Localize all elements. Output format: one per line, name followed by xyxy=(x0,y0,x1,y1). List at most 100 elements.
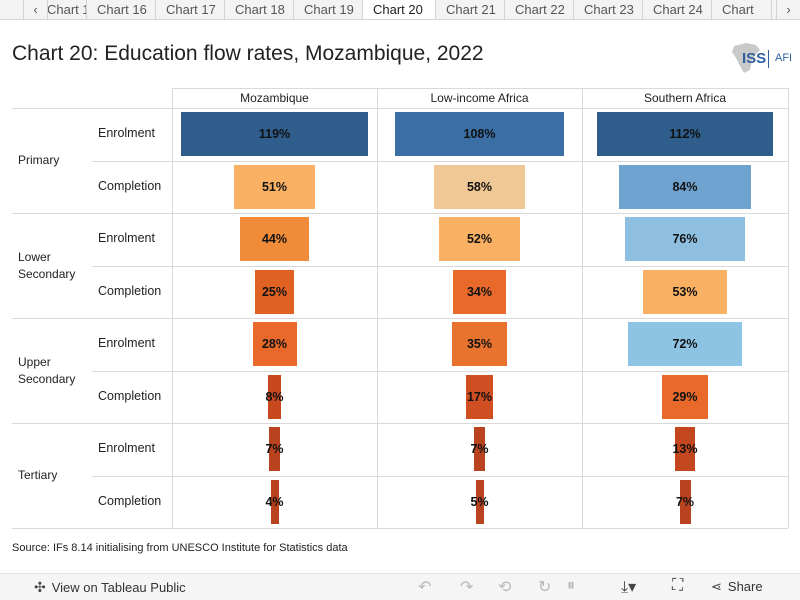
tableau-logo-icon: ✣ xyxy=(34,579,46,595)
pause-icon[interactable]: ⏸ xyxy=(567,577,576,594)
data-label: 112% xyxy=(669,127,701,142)
data-label: 25% xyxy=(261,284,288,299)
data-label: 7% xyxy=(470,442,489,457)
bar-mozambique-primary-completion[interactable] xyxy=(234,164,315,209)
grid-line-horizontal xyxy=(12,318,788,319)
iss-logo-text: ISS xyxy=(742,50,767,67)
data-label: 28% xyxy=(261,337,288,352)
page-title: Chart 20: Education flow rates, Mozambiq… xyxy=(12,42,484,65)
metric-label-completion: Completion xyxy=(98,493,162,508)
share-icon: ⋖ xyxy=(711,579,722,594)
bar-mozambique-tertiary-completion[interactable] xyxy=(270,479,279,524)
tab-chart[interactable]: Chart xyxy=(712,0,772,19)
bar-low-income-africa-upper-secondary-completion[interactable] xyxy=(466,374,493,419)
bar-mozambique-upper-secondary-enrolment[interactable] xyxy=(252,322,297,367)
data-label: 52% xyxy=(466,232,493,247)
column-header-low-income-africa: Low-income Africa xyxy=(430,91,529,105)
bar-mozambique-primary-enrolment[interactable] xyxy=(181,112,368,157)
tab-chart-23[interactable]: Chart 23 xyxy=(574,0,643,19)
data-label: 34% xyxy=(466,284,493,299)
data-label: 29% xyxy=(672,389,698,404)
grid-line-horizontal xyxy=(92,475,788,477)
bar-southern-africa-lower-secondary-completion[interactable] xyxy=(643,269,727,314)
metric-label-completion: Completion xyxy=(98,178,162,193)
bar-low-income-africa-upper-secondary-enrolment[interactable] xyxy=(452,322,507,367)
bar-low-income-africa-primary-completion[interactable] xyxy=(433,164,526,209)
bar-low-income-africa-lower-secondary-enrolment[interactable] xyxy=(438,217,521,262)
grid-line-vertical xyxy=(172,88,173,528)
tab-chart-16[interactable]: Chart 16 xyxy=(87,0,156,19)
grid-line-horizontal xyxy=(12,423,788,424)
tableau-toolbar: ✣ View on Tableau Public ↶ ↷ ⟲ ↻ ⏸ ⤓▾ ⛶ ⋖… xyxy=(0,573,800,600)
grid-line-horizontal xyxy=(12,213,788,214)
tab-chart-19[interactable]: Chart 19 xyxy=(294,0,363,19)
grid-line-horizontal xyxy=(92,265,788,267)
data-label: 35% xyxy=(466,337,493,352)
tab-chart-22[interactable]: Chart 22 xyxy=(505,0,574,19)
bar-mozambique-lower-secondary-completion[interactable] xyxy=(254,269,295,314)
metric-label-enrolment: Enrolment xyxy=(98,231,155,246)
data-label: 119% xyxy=(258,127,291,142)
view-on-tableau-public-button[interactable]: ✣ View on Tableau Public xyxy=(34,579,186,596)
data-label: 5% xyxy=(470,494,489,509)
data-label: 13% xyxy=(672,442,698,457)
undo-icon[interactable]: ↶ xyxy=(418,579,432,596)
data-label: 8% xyxy=(265,389,284,404)
tab-scroll-left-icon[interactable]: ‹ xyxy=(24,0,48,19)
share-button[interactable]: ⋖ Share xyxy=(711,579,763,595)
bar-mozambique-lower-secondary-enrolment[interactable] xyxy=(239,217,310,262)
revert-icon[interactable]: ⟲ xyxy=(498,579,512,596)
bar-southern-africa-upper-secondary-enrolment[interactable] xyxy=(628,322,742,367)
grid-line-vertical xyxy=(788,88,789,528)
fullscreen-icon[interactable]: ⛶ xyxy=(672,577,684,594)
download-icon[interactable]: ⤓▾ xyxy=(621,579,637,596)
redo-icon[interactable]: ↷ xyxy=(460,579,474,596)
data-label: 76% xyxy=(672,232,698,247)
metric-label-completion: Completion xyxy=(98,283,162,298)
grid-line-horizontal xyxy=(92,160,788,162)
tab-chart-15[interactable]: Chart 15 xyxy=(48,0,87,19)
grid-line-vertical xyxy=(377,88,378,528)
data-label: 51% xyxy=(261,179,288,194)
grid-line-horizontal xyxy=(172,88,788,89)
source-note: Source: IFs 8.14 initialising from UNESC… xyxy=(12,542,348,554)
bar-low-income-africa-tertiary-enrolment[interactable] xyxy=(474,427,485,472)
bar-southern-africa-tertiary-completion[interactable] xyxy=(679,479,691,524)
grid-line-horizontal xyxy=(12,528,788,529)
bar-mozambique-tertiary-enrolment[interactable] xyxy=(269,427,280,472)
bar-southern-africa-primary-enrolment[interactable] xyxy=(597,112,773,157)
data-label: 84% xyxy=(672,179,698,194)
grid-line-horizontal xyxy=(92,370,788,372)
bar-southern-africa-lower-secondary-enrolment[interactable] xyxy=(625,217,745,262)
metric-label-enrolment: Enrolment xyxy=(98,126,155,141)
share-label: Share xyxy=(727,579,763,594)
bar-southern-africa-primary-completion[interactable] xyxy=(619,164,751,209)
row-group-lower-secondary: Lower Secondary xyxy=(18,249,76,281)
tab-chart-18[interactable]: Chart 18 xyxy=(225,0,294,19)
data-label: 53% xyxy=(672,284,698,299)
data-label: 4% xyxy=(265,494,284,509)
bar-low-income-africa-primary-enrolment[interactable] xyxy=(394,112,565,157)
bar-low-income-africa-tertiary-completion[interactable] xyxy=(475,479,484,524)
tab-scroll-right-icon[interactable]: › xyxy=(776,0,800,19)
tab-chart-20[interactable]: Chart 20 xyxy=(363,0,436,19)
tab-chart-24[interactable]: Chart 24 xyxy=(643,0,712,19)
data-label: 108% xyxy=(463,127,496,142)
tab-bar-spacer xyxy=(0,0,24,19)
column-header-southern-africa: Southern Africa xyxy=(643,91,727,105)
tab-chart-21[interactable]: Chart 21 xyxy=(436,0,505,19)
data-label: 7% xyxy=(265,442,284,457)
row-group-upper-secondary: Upper Secondary xyxy=(18,354,76,386)
data-label: 72% xyxy=(672,337,698,352)
bar-low-income-africa-lower-secondary-completion[interactable] xyxy=(452,269,507,314)
bar-southern-africa-upper-secondary-completion[interactable] xyxy=(662,374,708,419)
refresh-icon[interactable]: ↻ xyxy=(538,579,552,596)
bar-mozambique-upper-secondary-completion[interactable] xyxy=(268,374,281,419)
view-on-tableau-public-label: View on Tableau Public xyxy=(51,580,186,595)
tab-chart-17[interactable]: Chart 17 xyxy=(156,0,225,19)
grid-line-horizontal xyxy=(12,108,788,109)
logo-separator xyxy=(768,50,769,68)
bar-southern-africa-tertiary-enrolment[interactable] xyxy=(674,427,696,472)
